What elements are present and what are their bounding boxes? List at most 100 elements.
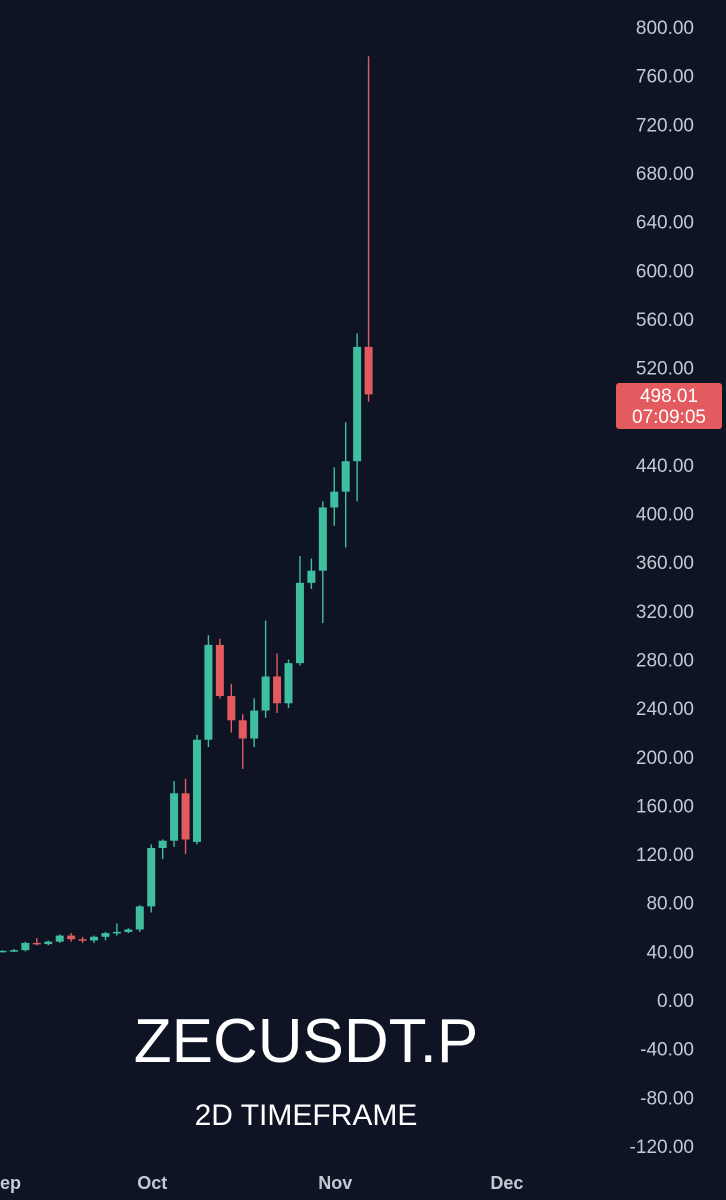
x-tick-label: ep <box>0 1173 21 1193</box>
y-tick-label: 680.00 <box>636 164 694 185</box>
candle[interactable] <box>364 56 373 402</box>
y-tick-label: 240.00 <box>636 699 694 720</box>
current-price-tag[interactable]: 498.01 07:09:05 <box>616 383 722 429</box>
candle[interactable] <box>44 940 53 946</box>
candle-body <box>170 793 179 841</box>
candle-body <box>238 720 247 739</box>
x-tick-label: Oct <box>137 1173 167 1193</box>
candle[interactable] <box>147 844 156 913</box>
candle[interactable] <box>170 781 179 847</box>
y-tick-label: 40.00 <box>646 942 694 963</box>
symbol-title: ZECUSDT.P <box>134 1007 478 1076</box>
candle[interactable] <box>318 501 327 623</box>
candle-body <box>55 935 64 942</box>
candle[interactable] <box>55 934 64 943</box>
candle-body <box>341 461 350 492</box>
candle-body <box>0 950 7 953</box>
y-axis[interactable]: 800.00 760.00 720.00 680.00 640.00 600.00 560.… <box>630 18 694 1158</box>
candle-body <box>250 710 259 739</box>
x-axis[interactable]: ep Oct Nov Dec <box>0 1173 523 1193</box>
candle-body <box>353 346 362 462</box>
candle[interactable] <box>273 653 282 713</box>
candle[interactable] <box>181 778 190 855</box>
candle[interactable] <box>307 558 316 589</box>
y-tick-label: 640.00 <box>636 213 694 234</box>
candle[interactable] <box>135 905 144 932</box>
candle[interactable] <box>21 941 30 952</box>
candle[interactable] <box>250 698 259 748</box>
candle-body <box>307 570 316 583</box>
candle-body <box>44 941 53 945</box>
y-tick-label: 0.00 <box>657 991 694 1012</box>
candle[interactable] <box>9 948 18 952</box>
x-tick-label: Nov <box>318 1173 352 1193</box>
candle-body <box>318 507 327 571</box>
candle[interactable] <box>215 638 224 699</box>
candle[interactable] <box>238 714 247 769</box>
countdown-label: 07:09:05 <box>632 407 706 428</box>
candle[interactable] <box>124 928 133 934</box>
candle-body <box>135 906 144 930</box>
y-tick-label: 600.00 <box>636 261 694 282</box>
candle[interactable] <box>112 923 121 936</box>
candle-body <box>158 840 167 849</box>
y-tick-label: 280.00 <box>636 650 694 671</box>
candle-body <box>67 935 76 940</box>
candle-body <box>124 929 133 932</box>
candle[interactable] <box>192 734 201 845</box>
y-tick-label: -120.00 <box>630 1137 694 1158</box>
candle-body <box>295 582 304 664</box>
candle-body <box>261 676 270 711</box>
y-tick-label: 760.00 <box>636 67 694 88</box>
candle-body <box>330 491 339 508</box>
candle-body <box>364 346 373 395</box>
candles-group <box>0 56 373 953</box>
y-tick-label: 520.00 <box>636 359 694 380</box>
candle-body <box>147 848 156 907</box>
y-tick-label: 440.00 <box>636 456 694 477</box>
candle-body <box>101 933 110 937</box>
candle[interactable] <box>101 931 110 941</box>
y-tick-label: 560.00 <box>636 310 694 331</box>
y-tick-label: 320.00 <box>636 602 694 623</box>
candle[interactable] <box>295 556 304 666</box>
y-tick-label: 200.00 <box>636 748 694 769</box>
y-tick-label: -40.00 <box>640 1040 694 1061</box>
candle-body <box>204 644 213 740</box>
candle-body <box>227 695 236 721</box>
y-tick-label: 800.00 <box>636 18 694 39</box>
candle-body <box>9 950 18 952</box>
candle[interactable] <box>353 333 362 502</box>
y-tick-label: 120.00 <box>636 845 694 866</box>
candle[interactable] <box>32 938 41 946</box>
candle[interactable] <box>261 620 270 718</box>
candle[interactable] <box>341 422 350 548</box>
candle-body <box>215 644 224 696</box>
candle[interactable] <box>284 659 293 709</box>
y-tick-label: -80.00 <box>640 1088 694 1109</box>
y-tick-label: 400.00 <box>636 505 694 526</box>
candle[interactable] <box>330 467 339 526</box>
candle[interactable] <box>78 936 87 943</box>
timeframe-label: 2D TIMEFRAME <box>195 1099 418 1132</box>
candle[interactable] <box>90 935 99 943</box>
y-tick-label: 360.00 <box>636 553 694 574</box>
candle[interactable] <box>158 839 167 859</box>
candle[interactable] <box>67 933 76 942</box>
candle[interactable] <box>227 683 236 733</box>
candle-body <box>21 942 30 951</box>
y-tick-label: 80.00 <box>646 894 694 915</box>
candle-body <box>78 939 87 941</box>
candle-body <box>112 931 121 934</box>
candle-body <box>284 663 293 704</box>
current-price-label: 498.01 <box>640 386 698 407</box>
candle[interactable] <box>204 635 213 748</box>
x-tick-label: Dec <box>490 1173 523 1193</box>
candle[interactable] <box>0 950 7 953</box>
candle-body <box>192 739 201 842</box>
y-tick-label: 720.00 <box>636 115 694 136</box>
candle-body <box>273 676 282 704</box>
